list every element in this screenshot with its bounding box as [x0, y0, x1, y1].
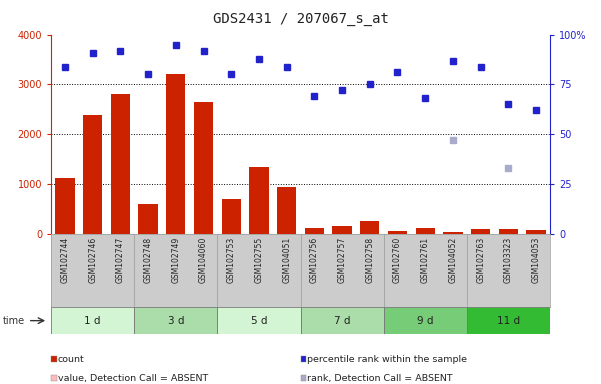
- Bar: [526, 230, 546, 234]
- Text: count: count: [58, 354, 85, 364]
- Text: GSM104052: GSM104052: [448, 237, 457, 283]
- Text: GSM104060: GSM104060: [199, 237, 208, 283]
- Bar: [471, 229, 490, 234]
- Text: time: time: [3, 316, 25, 326]
- Text: 7 d: 7 d: [334, 316, 350, 326]
- Text: GSM102753: GSM102753: [227, 237, 236, 283]
- Bar: [415, 228, 435, 234]
- Bar: [443, 232, 463, 234]
- Text: GSM103323: GSM103323: [504, 237, 513, 283]
- Text: 1 d: 1 d: [84, 316, 101, 326]
- Bar: [499, 229, 518, 234]
- Bar: [83, 116, 102, 234]
- Bar: [111, 94, 130, 234]
- Bar: [305, 228, 324, 234]
- Bar: [51, 307, 134, 334]
- Text: GSM102755: GSM102755: [254, 237, 263, 283]
- Text: GSM102749: GSM102749: [171, 237, 180, 283]
- Text: rank, Detection Call = ABSENT: rank, Detection Call = ABSENT: [307, 374, 453, 383]
- Bar: [166, 74, 186, 234]
- Text: 5 d: 5 d: [251, 316, 267, 326]
- Text: GDS2431 / 207067_s_at: GDS2431 / 207067_s_at: [213, 12, 388, 25]
- Text: GSM102760: GSM102760: [393, 237, 402, 283]
- Text: 3 d: 3 d: [168, 316, 184, 326]
- Bar: [383, 307, 467, 334]
- Bar: [277, 187, 296, 234]
- Text: GSM102758: GSM102758: [365, 237, 374, 283]
- Text: GSM102748: GSM102748: [144, 237, 153, 283]
- Bar: [222, 199, 241, 234]
- Text: GSM104051: GSM104051: [282, 237, 291, 283]
- Text: GSM104053: GSM104053: [531, 237, 540, 283]
- Text: GSM102746: GSM102746: [88, 237, 97, 283]
- Text: percentile rank within the sample: percentile rank within the sample: [307, 354, 467, 364]
- Text: GSM102757: GSM102757: [338, 237, 347, 283]
- Text: GSM102744: GSM102744: [61, 237, 70, 283]
- Bar: [194, 102, 213, 234]
- Text: GSM102761: GSM102761: [421, 237, 430, 283]
- Bar: [300, 307, 383, 334]
- Bar: [134, 307, 218, 334]
- Text: GSM102747: GSM102747: [116, 237, 125, 283]
- Bar: [218, 307, 300, 334]
- Bar: [388, 231, 407, 234]
- Text: GSM102756: GSM102756: [310, 237, 319, 283]
- Text: value, Detection Call = ABSENT: value, Detection Call = ABSENT: [58, 374, 208, 383]
- Text: 9 d: 9 d: [417, 316, 433, 326]
- Bar: [467, 307, 550, 334]
- Text: GSM102763: GSM102763: [476, 237, 485, 283]
- Bar: [249, 167, 269, 234]
- Bar: [360, 221, 379, 234]
- Bar: [138, 204, 158, 234]
- Bar: [55, 178, 75, 234]
- Text: 11 d: 11 d: [497, 316, 520, 326]
- Bar: [332, 226, 352, 234]
